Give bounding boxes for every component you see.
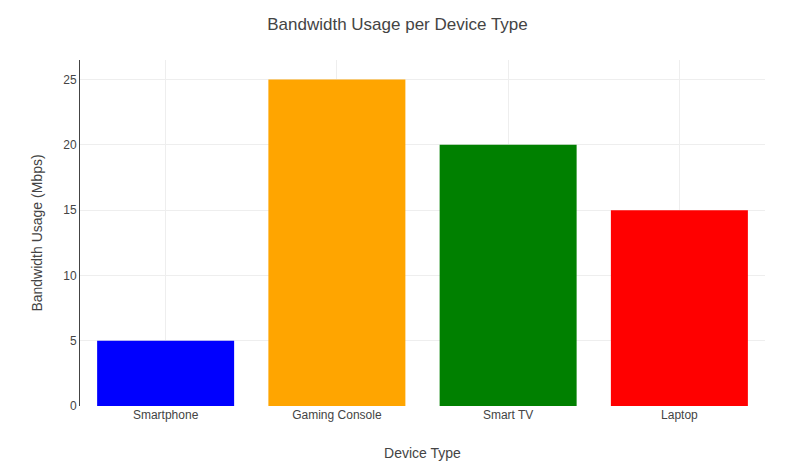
svg-text:Bandwidth Usage per Device Typ: Bandwidth Usage per Device Type bbox=[267, 15, 528, 34]
svg-text:20: 20 bbox=[63, 138, 77, 152]
svg-text:25: 25 bbox=[63, 73, 77, 87]
svg-text:Bandwidth Usage (Mbps): Bandwidth Usage (Mbps) bbox=[29, 154, 45, 311]
svg-text:5: 5 bbox=[70, 334, 77, 348]
svg-text:Smart TV: Smart TV bbox=[483, 408, 533, 422]
svg-text:15: 15 bbox=[63, 203, 77, 217]
svg-text:Device Type: Device Type bbox=[384, 445, 461, 461]
svg-text:Smartphone: Smartphone bbox=[133, 408, 199, 422]
svg-text:10: 10 bbox=[63, 269, 77, 283]
svg-text:Gaming Console: Gaming Console bbox=[292, 408, 382, 422]
svg-text:Laptop: Laptop bbox=[661, 408, 698, 422]
svg-text:0: 0 bbox=[70, 399, 77, 413]
